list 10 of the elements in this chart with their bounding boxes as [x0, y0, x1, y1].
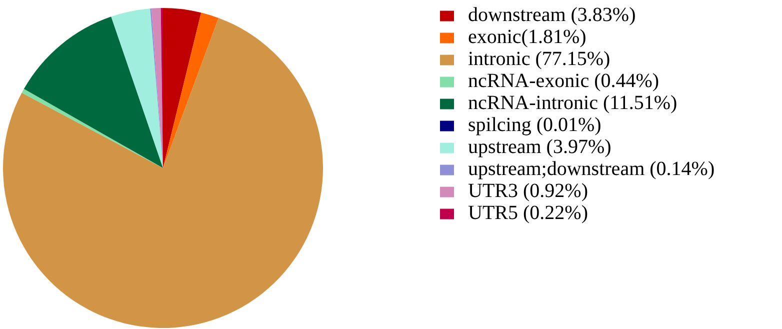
legend-label: ncRNA-intronic (11.51%)	[468, 92, 678, 114]
legend-label: downstream (3.83%)	[468, 4, 636, 26]
legend-label: ncRNA-exonic (0.44%)	[468, 70, 660, 92]
legend-label: upstream;downstream (0.14%)	[468, 158, 715, 180]
legend-label: UTR5 (0.22%)	[468, 202, 588, 224]
legend-label: exonic(1.81%)	[468, 26, 586, 48]
legend-label: upstream (3.97%)	[468, 136, 612, 158]
legend-label: UTR3 (0.92%)	[468, 180, 588, 202]
legend-label: intronic (77.15%)	[468, 48, 610, 70]
legend-label: spilcing (0.01%)	[468, 114, 602, 136]
